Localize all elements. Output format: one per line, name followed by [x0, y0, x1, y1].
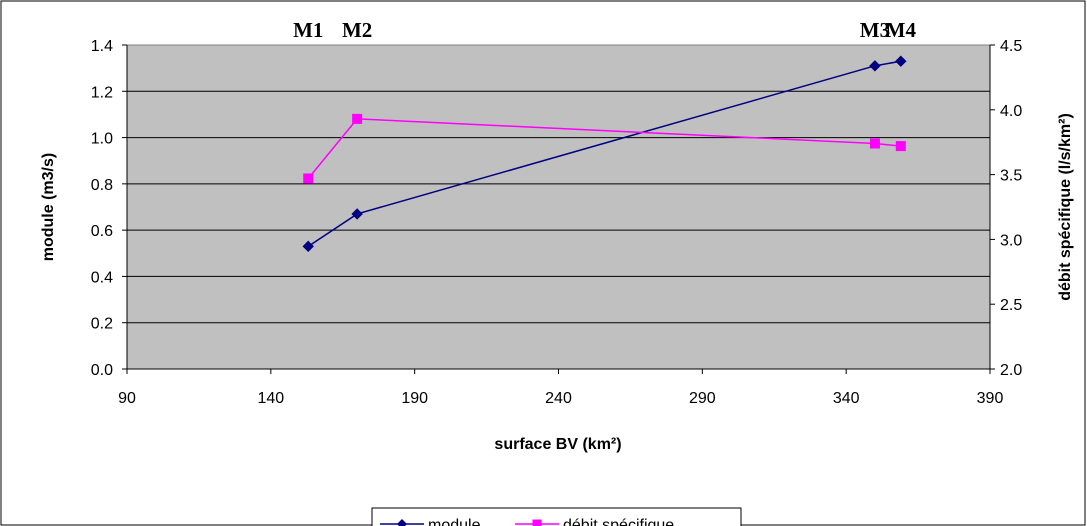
point-label: M3	[860, 18, 890, 42]
y-tick-label: 0.2	[91, 316, 113, 333]
legend-marker-debit-specifique	[532, 519, 542, 526]
y-tick-label: 0.8	[91, 177, 113, 194]
legend: module débit spécifique	[371, 507, 742, 526]
y-axis-title: module (m3/s)	[40, 153, 57, 261]
x-tick-label: 190	[401, 390, 428, 407]
y-tick-label: 0.4	[91, 269, 113, 286]
x-tick-label: 140	[257, 390, 284, 407]
y-axis-ticks: 0.0 0.2 0.4 0.6 0.8 1.0 1.2 1.4	[91, 38, 127, 379]
y2-tick-label: 3.5	[1000, 168, 1022, 185]
y-tick-label: 0.0	[91, 362, 113, 379]
x-tick-label: 290	[689, 390, 716, 407]
x-tick-label: 390	[977, 390, 1004, 407]
gridlines	[127, 90, 990, 324]
y2-axis-title: débit spécifique (l/s/km²)	[1057, 113, 1074, 301]
legend-label-debit-specifique: débit spécifique	[563, 517, 674, 526]
series-module	[302, 55, 907, 253]
data-point-module	[302, 240, 314, 253]
data-point-debit-specifique	[352, 113, 363, 124]
y-tick-label: 1.0	[91, 131, 113, 148]
x-tick-label: 340	[833, 390, 860, 407]
y2-tick-label: 4.0	[1000, 103, 1022, 120]
x-axis-title: surface BV (km²)	[494, 436, 621, 453]
y-tick-label: 1.2	[91, 84, 113, 101]
plot-area	[126, 44, 991, 370]
y-tick-label: 0.6	[91, 223, 113, 240]
y2-tick-label: 4.5	[1000, 38, 1022, 55]
legend-items: module débit spécifique	[380, 517, 674, 526]
series-debit-specifique	[303, 113, 906, 184]
data-point-module	[351, 208, 363, 220]
y2-tick-label: 2.5	[1000, 297, 1022, 314]
series-line-module	[307, 60, 901, 247]
series-line-debit-specifique	[307, 118, 901, 179]
data-point-debit-specifique	[895, 141, 906, 152]
data-point-debit-specifique	[869, 138, 880, 149]
x-axis-ticks: 90 140 190 240 290 340 390	[118, 369, 1003, 407]
data-point-debit-specifique	[303, 173, 314, 184]
point-label: M2	[342, 18, 372, 42]
point-label: M1	[293, 18, 323, 42]
point-label: M4	[886, 18, 917, 42]
legend-label-module: module	[428, 517, 481, 526]
legend-marker-module	[397, 519, 407, 526]
y2-tick-label: 2.0	[1000, 362, 1022, 379]
x-tick-label: 90	[118, 390, 136, 407]
y-tick-label: 1.4	[91, 38, 113, 55]
x-tick-label: 240	[545, 390, 572, 407]
legend-box	[371, 507, 742, 526]
series-layer	[302, 55, 907, 253]
y2-tick-label: 3.0	[1000, 232, 1022, 249]
y2-axis-ticks: 2.0 2.5 3.0 3.5 4.0 4.5	[990, 38, 1022, 379]
data-point-module	[895, 55, 907, 67]
data-point-module	[869, 60, 881, 72]
